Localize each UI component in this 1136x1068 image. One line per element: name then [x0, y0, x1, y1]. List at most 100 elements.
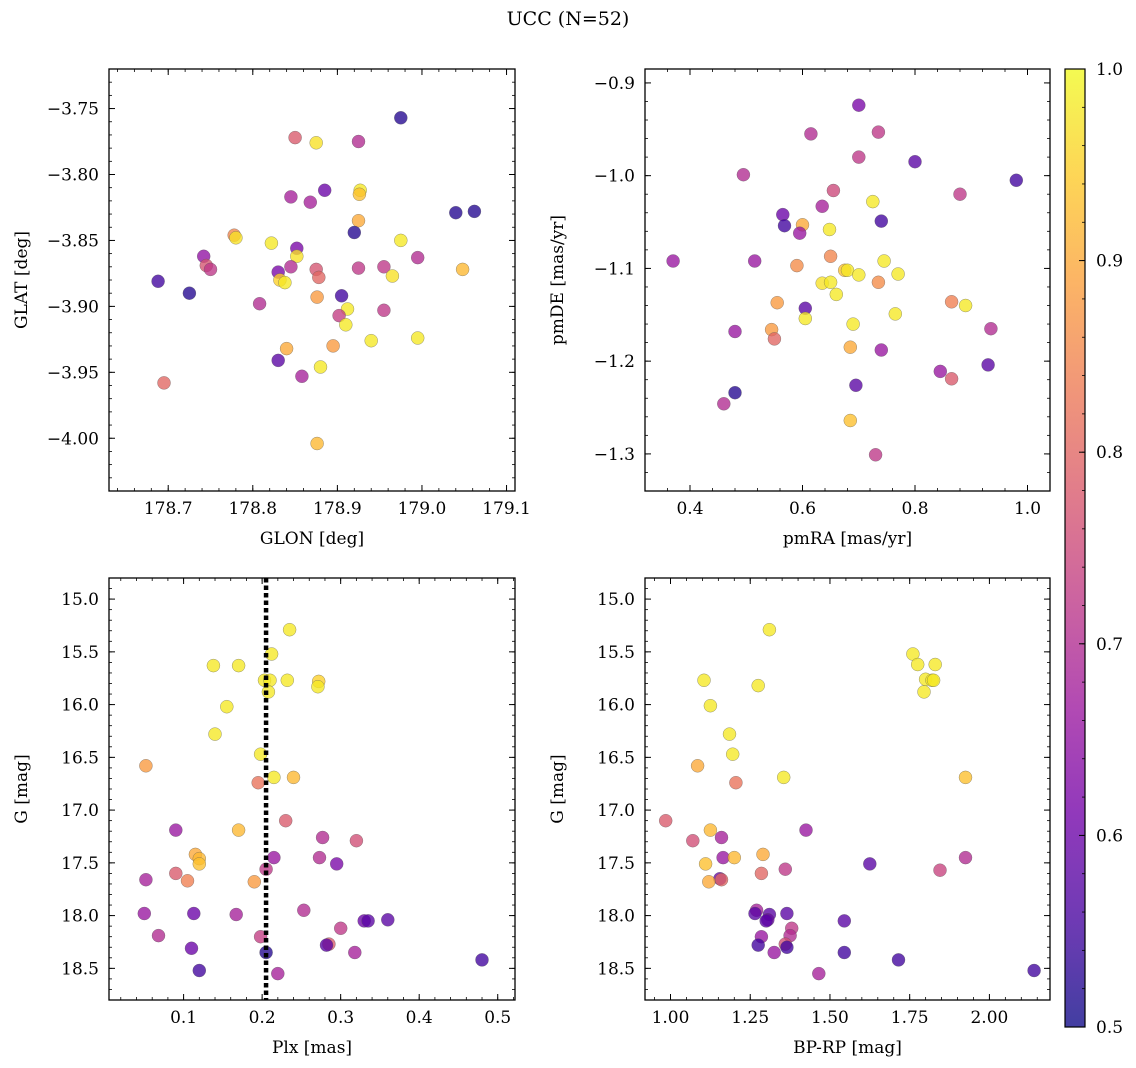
data-point: [958, 850, 973, 865]
data-point: [702, 875, 716, 889]
y-tick-label: 16.5: [61, 748, 99, 768]
data-point: [804, 127, 818, 141]
data-point: [799, 823, 813, 837]
x-tick-label: 1.50: [811, 1008, 849, 1028]
data-point: [377, 260, 391, 274]
data-point: [891, 267, 905, 281]
colorbar-tick-label: 1.0: [1096, 60, 1123, 80]
data-point: [290, 249, 304, 264]
data-point: [311, 679, 325, 694]
data-point: [981, 358, 995, 372]
y-tick-label: 16.0: [597, 696, 635, 716]
data-point: [826, 183, 841, 198]
axis-ticks: 0.1 0.2 0.3 0.4 0.5 15.0 15.5 16.0 16.5 17.0 17.5 1…: [61, 577, 515, 1028]
data-point: [751, 678, 765, 693]
data-point: [754, 866, 769, 881]
x-axis-label: Plx [mas]: [272, 1038, 352, 1058]
x-tick-label: 0.4: [406, 1008, 433, 1028]
data-point: [697, 673, 711, 688]
data-point: [169, 866, 183, 881]
data-point: [823, 249, 838, 264]
data-point: [303, 195, 318, 209]
y-tick-label: 18.0: [597, 907, 635, 927]
data-point: [455, 262, 470, 277]
y-axis-label: pmDE [mas/yr]: [548, 215, 568, 345]
x-tick-label: 178.7: [144, 499, 193, 519]
data-point: [187, 906, 201, 921]
y-tick-label: 17.5: [597, 854, 635, 874]
data-point: [729, 775, 743, 790]
data-point: [698, 857, 713, 871]
data-point: [278, 813, 293, 828]
data-point: [278, 275, 292, 290]
data-point: [815, 199, 829, 214]
data-point: [958, 298, 973, 313]
data-point: [926, 673, 941, 688]
data-point: [725, 747, 740, 761]
y-tick-label: −3.85: [47, 231, 99, 251]
data-points: [666, 98, 1024, 462]
axes-frame: [644, 68, 1051, 492]
data-point: [280, 673, 295, 688]
data-point: [271, 353, 285, 368]
data-point: [203, 262, 218, 277]
colorbar-tick-label: 0.9: [1096, 252, 1123, 272]
data-point: [877, 254, 891, 268]
data-point: [837, 945, 852, 960]
data-point: [264, 236, 279, 250]
x-tick-label: 0.5: [484, 1008, 511, 1028]
x-axis-label: pmRA [mas/yr]: [783, 529, 912, 549]
data-point: [231, 658, 246, 673]
data-point: [364, 333, 378, 348]
data-point: [1009, 173, 1024, 188]
axes-frame: [108, 577, 516, 1001]
panel-sky-position: 178.7 178.8 178.9 179.0 179.1 −3.75 −3.80 −3.85…: [12, 68, 531, 549]
data-point: [313, 360, 328, 374]
data-point: [351, 261, 366, 275]
y-tick-label: −0.9: [594, 74, 635, 94]
figure-title: UCC (N=52): [506, 8, 630, 30]
data-point: [866, 194, 880, 209]
x-tick-label: 178.9: [313, 499, 362, 519]
data-point: [137, 906, 152, 921]
data-point: [762, 622, 777, 637]
data-point: [910, 657, 925, 672]
axis-ticks: 178.7 178.8 178.9 179.0 179.1 −3.75 −3.80 −3.85…: [47, 69, 531, 519]
data-point: [351, 213, 366, 228]
y-tick-label: 18.5: [61, 959, 99, 979]
data-points: [658, 622, 1041, 981]
data-point: [792, 226, 807, 240]
colorbar-tick-label: 0.7: [1096, 635, 1123, 655]
data-point: [780, 940, 794, 955]
data-point: [778, 862, 793, 876]
data-point: [843, 340, 858, 354]
data-point: [958, 770, 973, 785]
data-point: [247, 875, 262, 889]
axes-frame: [644, 577, 1051, 1001]
data-point: [339, 318, 353, 332]
x-tick-label: 1.75: [891, 1008, 929, 1028]
data-point: [347, 225, 362, 240]
y-tick-label: 15.0: [61, 590, 99, 610]
data-point: [333, 921, 348, 936]
colorbar-tick-label: 0.8: [1096, 443, 1123, 463]
y-tick-label: −3.75: [47, 100, 99, 120]
data-point: [180, 874, 195, 888]
y-tick-label: 15.5: [61, 643, 99, 663]
x-axis-label: GLON [deg]: [260, 529, 364, 549]
data-point: [777, 218, 792, 233]
y-axis-label: GLAT [deg]: [12, 231, 32, 329]
data-point: [220, 699, 234, 714]
data-point: [714, 830, 729, 845]
x-tick-label: 0.8: [901, 499, 928, 519]
data-point: [261, 685, 276, 699]
y-tick-label: 16.0: [61, 696, 99, 716]
data-point: [728, 324, 742, 339]
x-tick-label: 179.0: [398, 499, 447, 519]
data-point: [332, 308, 346, 323]
data-point: [823, 275, 838, 290]
data-point: [192, 857, 207, 871]
data-point: [756, 847, 770, 862]
data-point: [297, 903, 311, 918]
